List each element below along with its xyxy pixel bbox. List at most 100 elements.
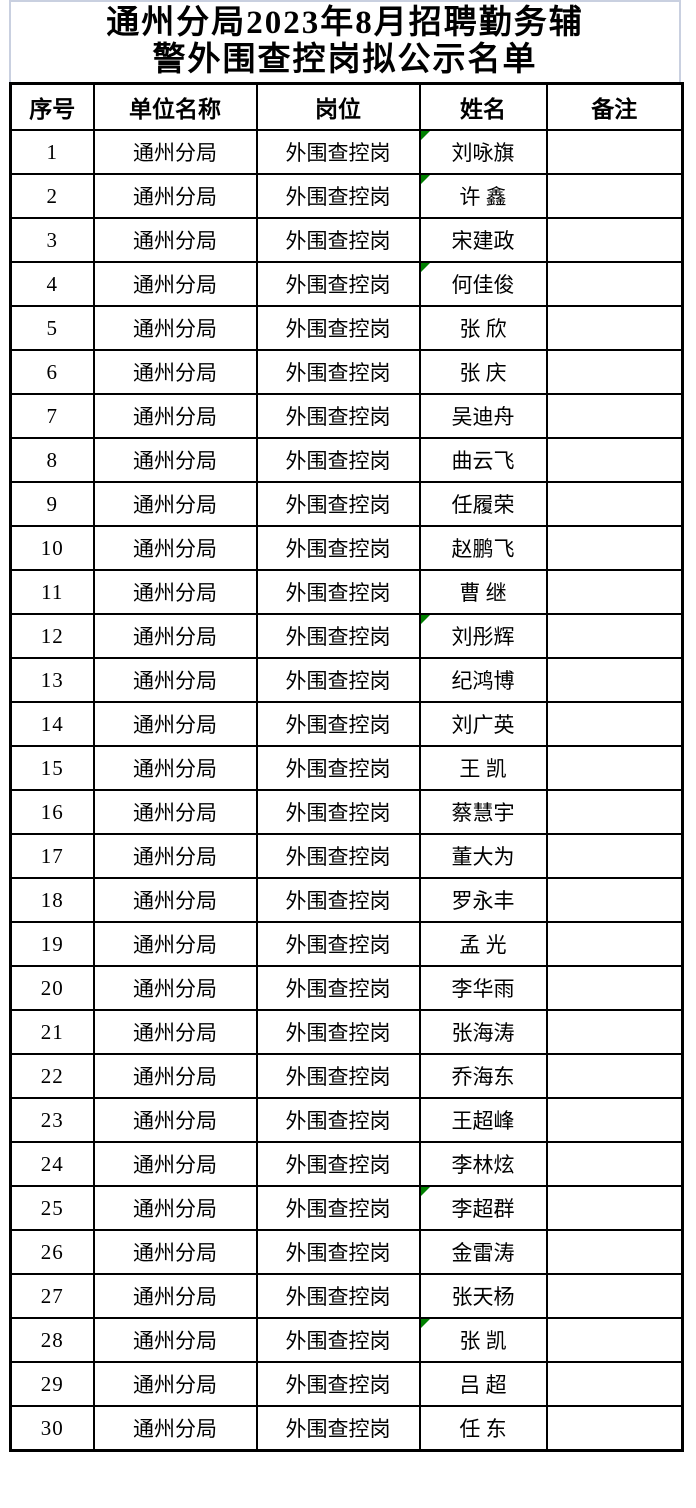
table-row: 7 通州分局 外围查控岗 吴迪舟 <box>9 393 684 439</box>
cell-name: 董大为 <box>418 833 548 879</box>
cell-unit: 通州分局 <box>92 657 258 703</box>
cell-name: 蔡慧宇 <box>418 789 548 835</box>
cell-unit: 通州分局 <box>92 569 258 615</box>
cell-post: 外围查控岗 <box>255 481 421 527</box>
table-row: 1 通州分局 外围查控岗 刘咏旗 <box>9 129 684 175</box>
table-row: 20 通州分局 外围查控岗 李华雨 <box>9 965 684 1011</box>
cell-no: 30 <box>9 1405 95 1452</box>
cell-unit: 通州分局 <box>92 745 258 791</box>
cell-no: 8 <box>9 437 95 483</box>
page-title-line-2: 警外围查控岗拟公示名单 <box>152 42 538 78</box>
notice-sheet: 通州分局2023年8月招聘勤务辅 警外围查控岗拟公示名单 序号 单位名称 岗位 … <box>9 0 684 1452</box>
cell-no: 4 <box>9 261 95 307</box>
cell-unit: 通州分局 <box>92 217 258 263</box>
table-row: 15 通州分局 外围查控岗王 凯 <box>9 745 684 791</box>
cell-remark <box>545 1053 684 1099</box>
table-row: 11 通州分局 外围查控岗曹 继 <box>9 569 684 615</box>
cell-name: 张 欣 <box>418 305 548 351</box>
cell-remark <box>545 261 684 307</box>
cell-post: 外围查控岗 <box>255 1053 421 1099</box>
table-row: 23 通州分局 外围查控岗 王超峰 <box>9 1097 684 1143</box>
cell-name: 王 凯 <box>418 745 548 791</box>
table-row: 28 通州分局 外围查控岗张 凯 <box>9 1317 684 1363</box>
cell-name: 吴迪舟 <box>418 393 548 439</box>
cell-remark <box>545 1009 684 1055</box>
error-flag-triangle-icon <box>421 132 430 140</box>
header-row: 序号 单位名称 岗位 姓名 备注 <box>9 82 684 131</box>
cell-no: 18 <box>9 877 95 923</box>
cell-post: 外围查控岗 <box>255 1141 421 1187</box>
header-name: 姓名 <box>418 82 548 131</box>
cell-no: 26 <box>9 1229 95 1275</box>
cell-no: 14 <box>9 701 95 747</box>
cell-remark <box>545 217 684 263</box>
cell-post: 外围查控岗 <box>255 1405 421 1452</box>
cell-name: 孟 光 <box>418 921 548 967</box>
table-row: 25 通州分局 外围查控岗 李超群 <box>9 1185 684 1231</box>
cell-post: 外围查控岗 <box>255 305 421 351</box>
cell-name: 吕 超 <box>418 1361 548 1407</box>
cell-name: 刘咏旗 <box>418 129 548 175</box>
cell-unit: 通州分局 <box>92 789 258 835</box>
cell-unit: 通州分局 <box>92 1317 258 1363</box>
cell-no: 21 <box>9 1009 95 1055</box>
cell-no: 6 <box>9 349 95 395</box>
table-row: 27 通州分局 外围查控岗 张天杨 <box>9 1273 684 1319</box>
cell-remark <box>545 569 684 615</box>
cell-no: 9 <box>9 481 95 527</box>
cell-post: 外围查控岗 <box>255 437 421 483</box>
cell-no: 5 <box>9 305 95 351</box>
cell-remark <box>545 525 684 571</box>
table-row: 16 通州分局 外围查控岗 蔡慧宇 <box>9 789 684 835</box>
cell-name: 张 凯 <box>418 1317 548 1363</box>
table-row: 10 通州分局 外围查控岗 赵鹏飞 <box>9 525 684 571</box>
cell-post: 外围查控岗 <box>255 1097 421 1143</box>
table-row: 13 通州分局 外围查控岗 纪鸿博 <box>9 657 684 703</box>
cell-unit: 通州分局 <box>92 481 258 527</box>
cell-post: 外围查控岗 <box>255 1229 421 1275</box>
table-row: 22 通州分局 外围查控岗 乔海东 <box>9 1053 684 1099</box>
error-flag-triangle-icon <box>421 264 430 272</box>
cell-unit: 通州分局 <box>92 877 258 923</box>
cell-no: 12 <box>9 613 95 659</box>
cell-remark <box>545 745 684 791</box>
cell-name: 宋建政 <box>418 217 548 263</box>
cell-unit: 通州分局 <box>92 965 258 1011</box>
cell-remark <box>545 349 684 395</box>
table-row: 3 通州分局 外围查控岗 宋建政 <box>9 217 684 263</box>
table-row: 5 通州分局 外围查控岗张 欣 <box>9 305 684 351</box>
table-row: 2 通州分局 外围查控岗许 鑫 <box>9 173 684 219</box>
cell-no: 24 <box>9 1141 95 1187</box>
cell-no: 11 <box>9 569 95 615</box>
cell-no: 15 <box>9 745 95 791</box>
cell-unit: 通州分局 <box>92 173 258 219</box>
cell-unit: 通州分局 <box>92 393 258 439</box>
cell-post: 外围查控岗 <box>255 965 421 1011</box>
error-flag-triangle-icon <box>421 1320 430 1328</box>
cell-remark <box>545 305 684 351</box>
cell-no: 22 <box>9 1053 95 1099</box>
cell-unit: 通州分局 <box>92 1097 258 1143</box>
cell-unit: 通州分局 <box>92 305 258 351</box>
table-row: 14 通州分局 外围查控岗 刘广英 <box>9 701 684 747</box>
cell-name: 曲云飞 <box>418 437 548 483</box>
cell-unit: 通州分局 <box>92 1405 258 1452</box>
cell-name: 何佳俊 <box>418 261 548 307</box>
cell-remark <box>545 701 684 747</box>
cell-remark <box>545 613 684 659</box>
cell-no: 23 <box>9 1097 95 1143</box>
cell-unit: 通州分局 <box>92 1273 258 1319</box>
cell-remark <box>545 393 684 439</box>
cell-unit: 通州分局 <box>92 613 258 659</box>
cell-post: 外围查控岗 <box>255 657 421 703</box>
cell-name: 乔海东 <box>418 1053 548 1099</box>
cell-unit: 通州分局 <box>92 437 258 483</box>
cell-name: 李超群 <box>418 1185 548 1231</box>
table-row: 30 通州分局 外围查控岗任 东 <box>9 1405 684 1452</box>
cell-remark <box>545 129 684 175</box>
cell-name: 刘彤辉 <box>418 613 548 659</box>
cell-name: 任 东 <box>418 1405 548 1452</box>
cell-unit: 通州分局 <box>92 261 258 307</box>
table-row: 26 通州分局 外围查控岗 金雷涛 <box>9 1229 684 1275</box>
cell-post: 外围查控岗 <box>255 877 421 923</box>
